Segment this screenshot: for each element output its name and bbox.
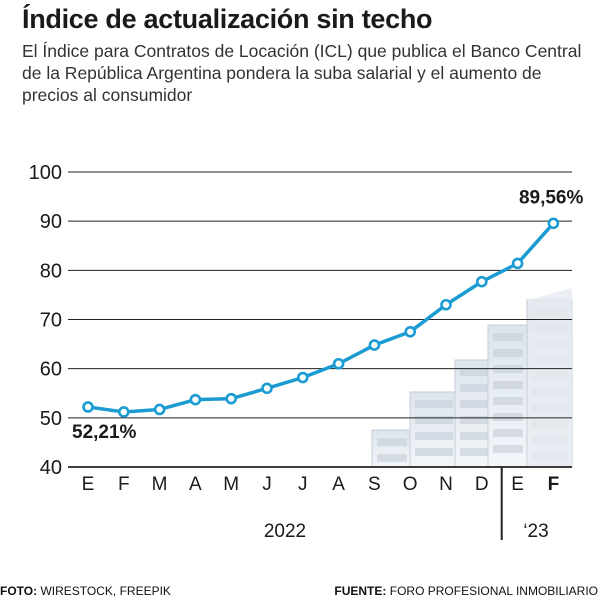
y-tick-label: 70: [40, 310, 62, 332]
photo-credit: FOTO: WIRESTOCK, FREEPIK: [0, 584, 171, 598]
x-tick-label: F: [118, 474, 130, 495]
building-shape: [409, 391, 459, 468]
source-credit: FUENTE: FORO PROFESIONAL INMOBILIARIO: [334, 584, 598, 598]
year-label-2022: 2022: [264, 521, 306, 542]
data-point: [82, 401, 94, 413]
data-label-first: 52,21%: [72, 422, 137, 443]
building-shape: [528, 288, 572, 467]
x-tick-label: J: [298, 474, 308, 495]
source-credit-text: FORO PROFESIONAL INMOBILIARIO: [389, 584, 598, 598]
x-tick-label: A: [189, 474, 202, 495]
data-point: [296, 371, 309, 384]
source-credit-label: FUENTE:: [334, 584, 387, 598]
x-tick-label: J: [262, 474, 272, 495]
photo-credit-text: WIRESTOCK, FREEPIK: [40, 584, 171, 598]
y-tick-labels: 40 50 60 70 80 90 100: [29, 162, 62, 479]
data-point: [153, 403, 166, 416]
x-tick-label: E: [82, 474, 95, 495]
building-shape: [371, 429, 413, 468]
data-point: [440, 298, 452, 311]
x-tick-label: A: [332, 474, 345, 495]
data-point: [547, 217, 560, 230]
data-point: [332, 357, 345, 370]
buildings-photo-illustration: [371, 288, 573, 468]
data-point: [404, 325, 417, 338]
data-point: [225, 392, 237, 405]
x-tick-label: O: [403, 474, 418, 495]
y-tick-label: 40: [40, 457, 62, 479]
x-tick-label: E: [511, 474, 524, 495]
y-tick-label: 60: [40, 359, 62, 381]
y-tick-label: 100: [29, 162, 62, 184]
chart-subtitle: El Índice para Contratos de Locación (IC…: [22, 41, 582, 105]
x-tick-label: M: [223, 474, 239, 495]
data-labels: 52,21% 89,56%: [72, 187, 583, 443]
data-point: [511, 257, 524, 270]
building-shape: [487, 324, 529, 468]
data-point: [368, 339, 381, 351]
data-point: [118, 406, 130, 418]
icl-series: [82, 217, 560, 418]
y-gridlines: [68, 171, 572, 468]
x-tick-label: D: [475, 474, 489, 495]
y-tick-label: 80: [40, 260, 62, 282]
data-point: [189, 393, 202, 406]
y-tick-label: 50: [40, 408, 62, 430]
chart-title: Índice de actualización sin techo: [22, 4, 433, 34]
data-point: [475, 275, 488, 288]
series-line: [87, 222, 555, 414]
year-label-2023: ‘23: [523, 521, 548, 542]
data-point: [261, 382, 273, 395]
x-tick-label: N: [439, 474, 453, 495]
building-shape: [454, 359, 494, 468]
data-label-last: 89,56%: [519, 187, 584, 208]
x-tick-label: S: [368, 474, 381, 495]
y-tick-label: 90: [40, 211, 62, 233]
photo-credit-label: FOTO:: [0, 584, 38, 598]
x-tick-label: F: [548, 474, 560, 495]
x-tick-label: M: [152, 474, 168, 495]
